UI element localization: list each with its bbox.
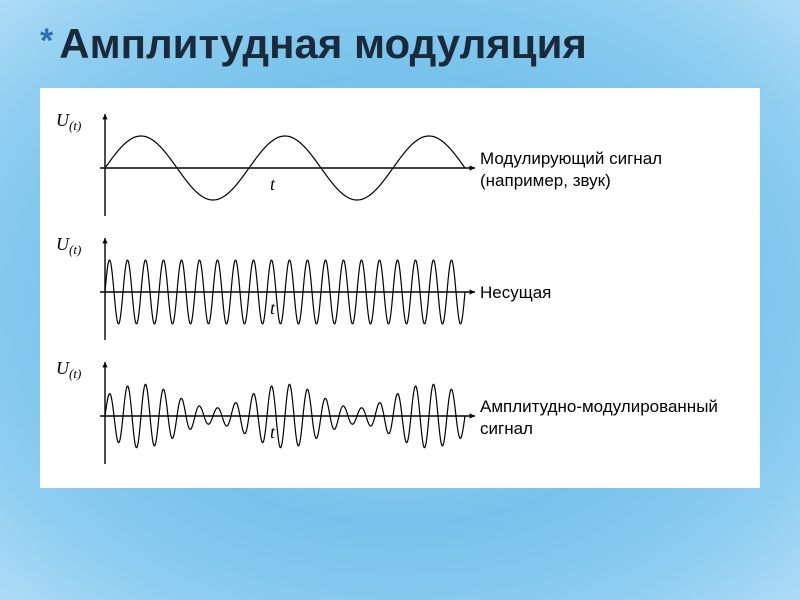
x-axis-label: t: [270, 174, 276, 194]
title-bullet: *: [40, 24, 53, 58]
wave-label-carrier: Несущая: [480, 282, 750, 303]
modulation-figure: U(t) t Модулирующий сигнал(например, звук)…: [40, 88, 760, 488]
plot-am: U(t) t Амплитудно-модулированныйсигнал: [50, 356, 750, 476]
plot-carrier: U(t) t Несущая: [50, 232, 750, 352]
slide-title-row: * Амплитудная модуляция: [40, 20, 760, 68]
y-axis-label: U(t): [56, 110, 81, 133]
wave-label-am: Амплитудно-модулированныйсигнал: [480, 396, 750, 439]
x-axis-label: t: [270, 422, 276, 442]
slide-title: Амплитудная модуляция: [59, 20, 587, 68]
y-axis-label: U(t): [56, 234, 81, 257]
x-axis-label: t: [270, 298, 276, 318]
plot-modulating: U(t) t Модулирующий сигнал(например, звук): [50, 108, 750, 228]
y-axis-label: U(t): [56, 358, 81, 381]
wave-label-modulating: Модулирующий сигнал(например, звук): [480, 148, 750, 191]
